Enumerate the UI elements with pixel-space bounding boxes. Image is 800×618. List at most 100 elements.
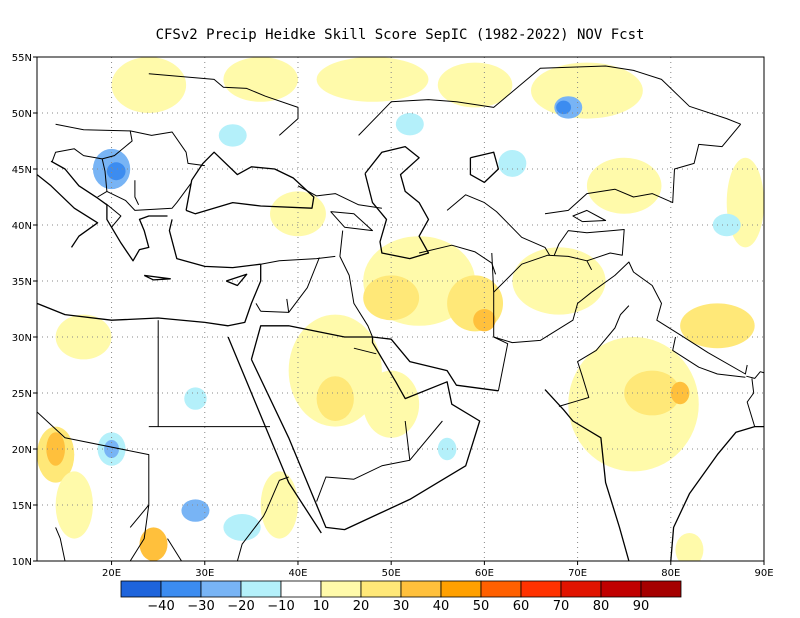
lat-tick-label: 35N (12, 277, 32, 288)
colorbar-label: 80 (593, 599, 610, 614)
colorbar-label: 50 (473, 599, 490, 614)
skill-patch (675, 533, 704, 561)
colorbar-swatch (480, 580, 522, 598)
colorbar-label: 30 (393, 599, 410, 614)
skill-patch (473, 309, 496, 332)
lon-tick-label: 40E (288, 568, 307, 579)
country-border (446, 194, 551, 256)
colorbar-label: 60 (513, 599, 530, 614)
country-border (167, 538, 182, 561)
colorbar-swatch (400, 580, 442, 598)
longitude-axis: 20E 30E 40E 50E 60E 70E 80E 90E (102, 561, 774, 579)
country-border (316, 459, 410, 502)
coastline-red-sea-west (227, 336, 322, 534)
lon-tick-label: 80E (661, 568, 680, 579)
lon-tick-label: 70E (568, 568, 587, 579)
colorbar-swatch (200, 580, 242, 598)
skill-patch (223, 57, 298, 102)
skill-patch (556, 100, 572, 115)
coastline-cyprus (225, 273, 248, 287)
colorbar-swatch (640, 580, 682, 598)
lat-tick-label: 30N (12, 333, 32, 344)
skill-patch (288, 314, 382, 427)
country-border (236, 476, 289, 561)
colorbar-label: 20 (353, 599, 370, 614)
skill-patch (712, 213, 741, 237)
skill-patch (218, 124, 247, 147)
country-border (37, 411, 150, 528)
country-border (353, 347, 377, 355)
colorbar-swatch (560, 580, 602, 598)
skill-patch (106, 162, 126, 181)
colorbar-swatch (280, 580, 322, 598)
lon-tick-label: 30E (195, 568, 214, 579)
colorbar-swatch (520, 580, 562, 598)
skill-patch (437, 62, 513, 108)
skill-patch (55, 314, 112, 360)
skill-patch (395, 113, 424, 136)
country-border (260, 255, 336, 265)
country-border (101, 158, 192, 211)
colorbar-swatch (120, 580, 162, 598)
country-border (672, 336, 746, 378)
country-border (260, 257, 320, 313)
country-border (129, 504, 150, 561)
country-border (55, 123, 205, 167)
country-border (491, 252, 509, 391)
skill-patch (680, 303, 755, 349)
skill-patch (363, 370, 420, 438)
dotted-gridlines (37, 57, 764, 561)
skill-score-field (37, 57, 764, 561)
country-border (255, 303, 262, 312)
skill-patch (316, 376, 354, 421)
skill-patch (139, 527, 168, 561)
colorbar-label: 40 (433, 599, 450, 614)
map-frame (36, 56, 765, 562)
coastline-black-sea (185, 151, 315, 215)
country-border (544, 123, 742, 215)
skill-patch (184, 387, 207, 410)
country-border (297, 185, 382, 209)
country-border (339, 230, 373, 338)
lon-tick-label: 90E (754, 568, 773, 579)
country-border (330, 211, 373, 232)
country-border (418, 244, 497, 275)
colorbar-label: −20 (227, 599, 254, 614)
lat-tick-label: 50N (12, 109, 32, 120)
country-border (746, 378, 756, 427)
page-title: CFSv2 Precip Heidke Skill Score SepIC (1… (155, 27, 645, 43)
lon-tick-label: 50E (382, 568, 401, 579)
skill-patch (55, 471, 93, 539)
lat-tick-label: 25N (12, 389, 32, 400)
country-border (51, 130, 133, 163)
coastline-arabian-peninsula (250, 325, 481, 531)
lat-tick-label: 40N (12, 221, 32, 232)
lat-tick-label: 55N (12, 53, 32, 64)
coastline-italy (37, 174, 99, 248)
colorbar-label: −30 (187, 599, 214, 614)
coastline-turkey-south (168, 219, 261, 269)
skill-patch (586, 157, 662, 214)
coastline-crete (143, 274, 171, 281)
coastline-mediterranean-south (37, 264, 262, 327)
skill-patch (260, 471, 298, 539)
lat-tick-label: 10N (12, 557, 32, 568)
country-border (105, 203, 122, 228)
country-border (134, 180, 140, 206)
lon-tick-label: 20E (102, 568, 121, 579)
country-border (746, 371, 764, 379)
skill-patch (512, 247, 606, 315)
country-border (97, 190, 108, 198)
country-border (572, 209, 607, 223)
coastline-adriatic (50, 160, 168, 262)
colorbar-swatch (240, 580, 282, 598)
colorbar-label: −40 (147, 599, 174, 614)
skill-patch (670, 381, 690, 405)
colorbar-labels: −40 −30 −20 −10 10 20 30 40 50 60 70 80 90 (147, 599, 649, 614)
country-border (493, 291, 592, 344)
skill-patch (316, 57, 429, 102)
skill-patch (104, 440, 120, 458)
skill-patch (46, 432, 65, 466)
colorbar-label: 70 (553, 599, 570, 614)
colorbar-label: 90 (633, 599, 650, 614)
